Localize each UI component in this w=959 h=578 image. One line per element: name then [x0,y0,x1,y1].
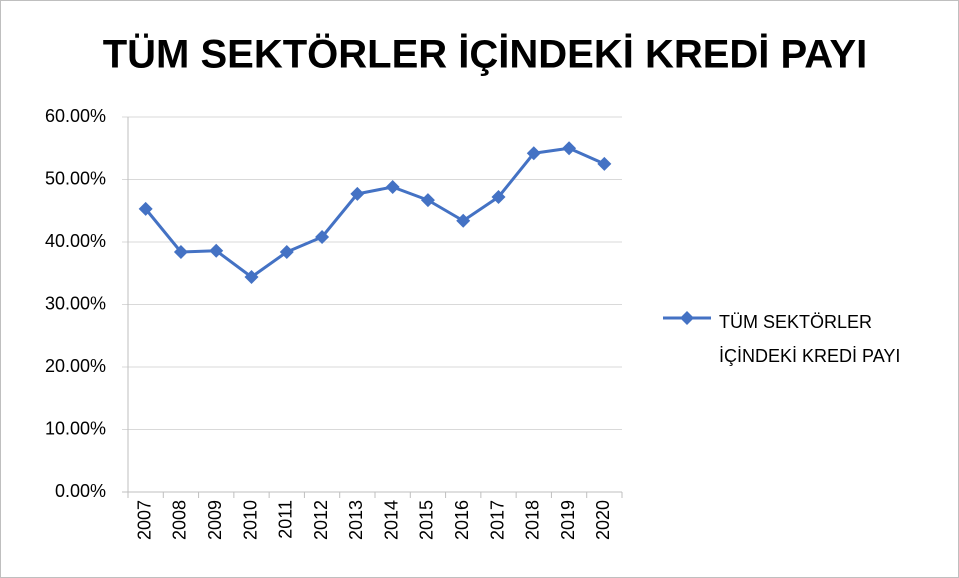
x-tick-label: 2007 [134,500,154,540]
x-tick-label: 2008 [170,500,190,540]
y-tick-label: 60.00% [45,106,106,126]
data-point [279,245,294,259]
data-point [456,213,471,228]
x-tick-label: 2014 [381,500,401,540]
x-tick-label: 2011 [276,500,296,539]
data-point [562,141,577,156]
data-point [244,270,259,284]
data-point [491,190,506,204]
data-point [420,193,435,208]
data-point [315,230,330,244]
x-tick-label: 2009 [205,500,225,540]
x-tick-label: 2013 [346,500,366,540]
x-tick-label: 2018 [523,500,543,540]
x-tick-label: 2015 [417,500,437,540]
data-point [597,156,612,171]
x-tick-label: 2020 [593,500,613,540]
y-tick-label: 20.00% [45,356,106,376]
x-tick-label: 2012 [311,500,331,540]
data-point [138,201,153,216]
x-tick-label: 2017 [487,500,507,540]
legend-label: TÜM SEKTÖRLER İÇİNDEKİ KREDİ PAYI [719,312,901,366]
data-point [173,245,188,259]
series-line [144,146,605,279]
y-tick-label: 10.00% [45,418,106,438]
x-tick-label: 2019 [558,500,578,540]
x-tick-label: 2016 [452,500,472,540]
data-point [350,186,365,201]
y-tick-label: 30.00% [45,293,106,313]
y-tick-label: 50.00% [45,168,106,188]
x-tick-label: 2010 [240,500,260,540]
y-tick-label: 40.00% [45,231,106,251]
legend-marker [680,311,694,325]
y-tick-label: 0.00% [55,481,106,501]
data-point [385,180,400,194]
data-point [526,146,541,161]
chart-title: TÜM SEKTÖRLER İÇİNDEKİ KREDİ PAYI [103,32,868,77]
data-point [209,243,224,258]
